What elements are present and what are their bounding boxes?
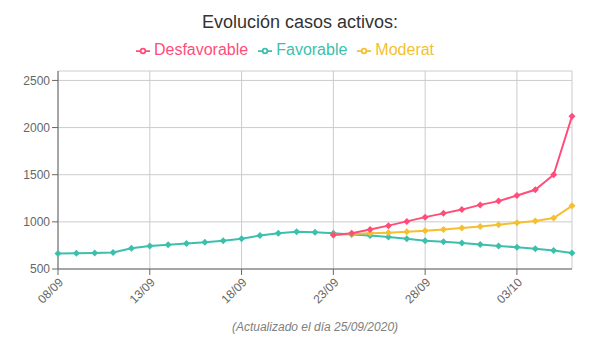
svg-text:1000: 1000 <box>23 215 50 229</box>
svg-text:23/09: 23/09 <box>310 275 341 306</box>
svg-text:08/09: 08/09 <box>35 275 66 306</box>
html-text:Favorable: Favorable <box>276 41 348 58</box>
svg-text:28/09: 28/09 <box>402 275 433 306</box>
html-text:Desfavorable: Desfavorable <box>153 41 249 58</box>
html-text:Evolución casos activos:: Evolución casos activos: <box>202 12 398 32</box>
svg-text:1500: 1500 <box>23 168 50 182</box>
svg-text:2500: 2500 <box>23 74 50 88</box>
svg-text:13/09: 13/09 <box>127 275 158 306</box>
svg-text:18/09: 18/09 <box>219 275 250 306</box>
svg-text:2000: 2000 <box>23 121 50 135</box>
svg-text:500: 500 <box>30 262 50 276</box>
html-text:Moderat: Moderat <box>375 41 435 58</box>
svg-text:03/10: 03/10 <box>494 275 525 306</box>
svg-text:(Actualizado el día 25/09/2020: (Actualizado el día 25/09/2020) <box>232 320 398 334</box>
